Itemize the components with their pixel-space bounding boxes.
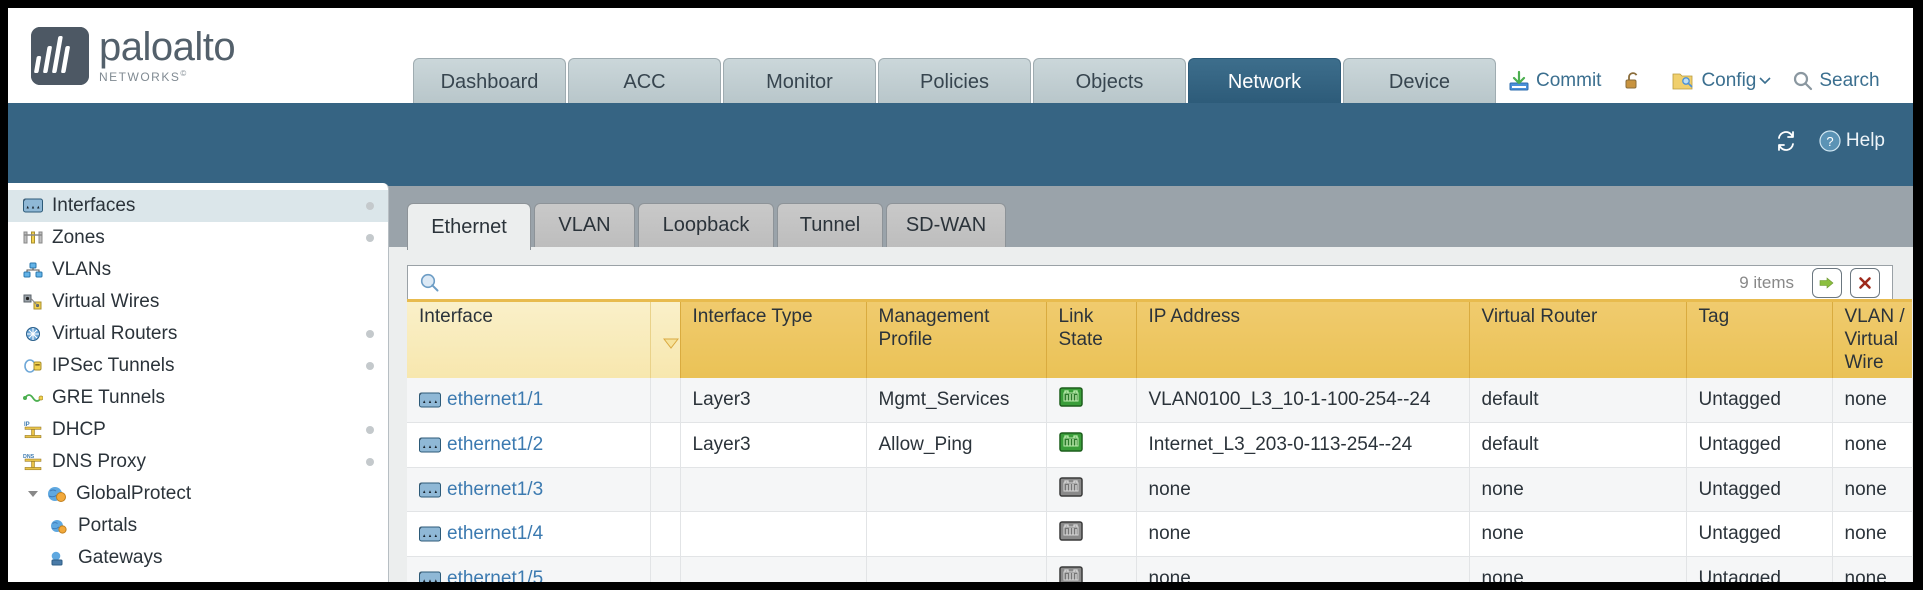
- svg-text:?: ?: [1826, 134, 1833, 149]
